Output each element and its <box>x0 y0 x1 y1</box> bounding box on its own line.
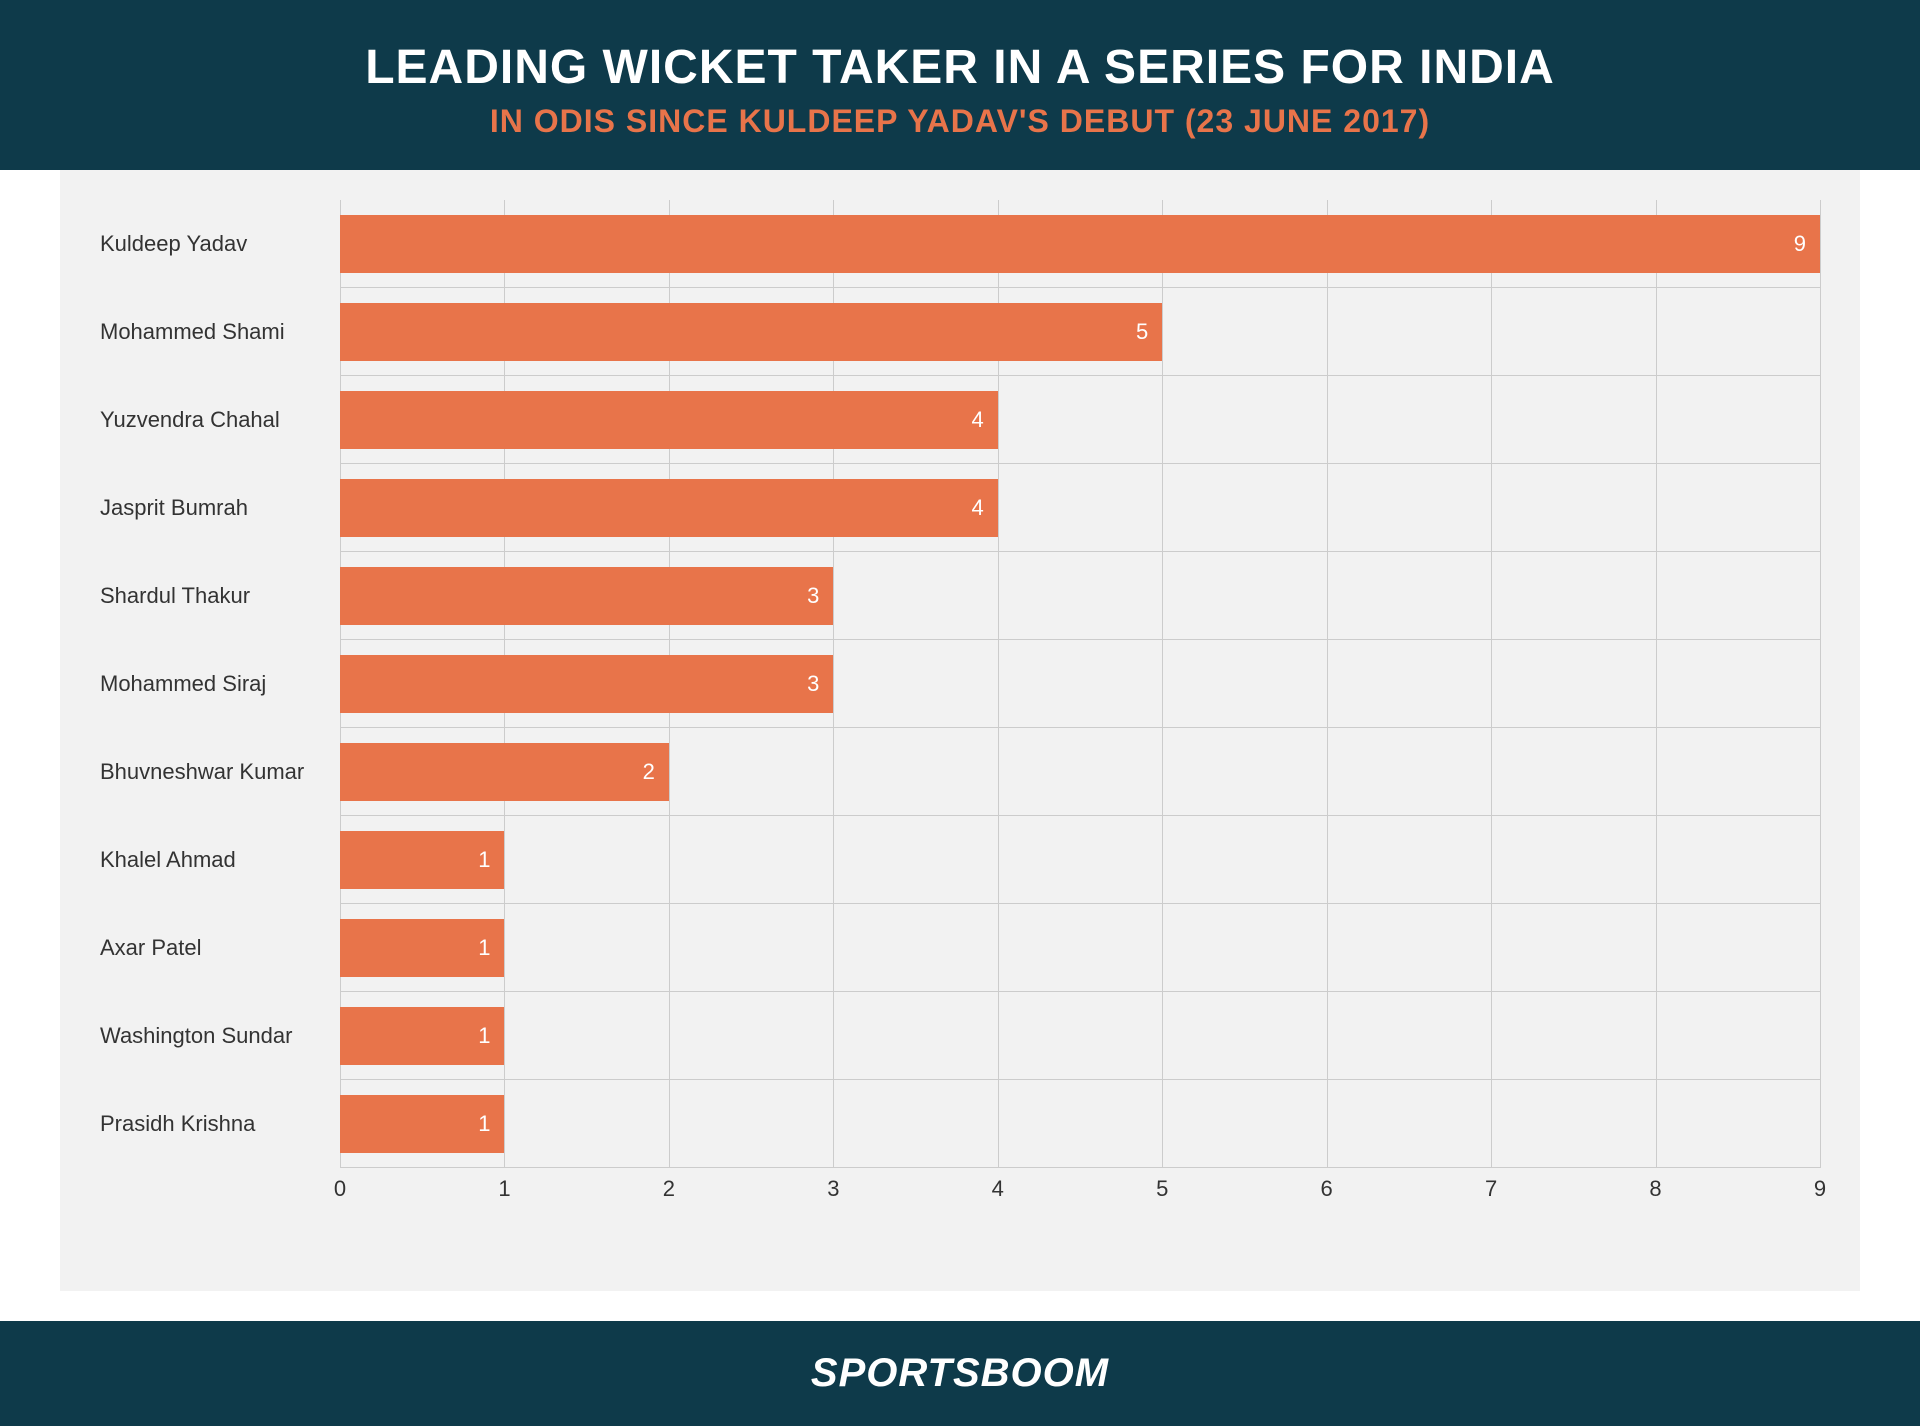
x-tick: 3 <box>827 1176 839 1202</box>
bar-fill: 3 <box>340 567 833 625</box>
bar-row: Jasprit Bumrah4 <box>100 464 1820 552</box>
chart-area: Kuldeep Yadav9Mohammed Shami5Yuzvendra C… <box>100 200 1820 1271</box>
x-tick: 0 <box>334 1176 346 1202</box>
player-label: Axar Patel <box>100 935 340 961</box>
gridline <box>1820 200 1821 1168</box>
chart-subtitle: IN ODIS SINCE KULDEEP YADAV'S DEBUT (23 … <box>60 103 1860 140</box>
bar-fill: 4 <box>340 479 998 537</box>
bar-fill: 3 <box>340 655 833 713</box>
bar-row: Mohammed Siraj3 <box>100 640 1820 728</box>
brand-logo: SPORTSBOOM <box>30 1351 1890 1396</box>
bar-row: Yuzvendra Chahal4 <box>100 376 1820 464</box>
bar-row: Prasidh Krishna1 <box>100 1080 1820 1168</box>
x-tick: 7 <box>1485 1176 1497 1202</box>
player-label: Mohammed Siraj <box>100 671 340 697</box>
bar-fill: 4 <box>340 391 998 449</box>
x-tick: 2 <box>663 1176 675 1202</box>
bar-track: 5 <box>340 288 1820 376</box>
player-label: Shardul Thakur <box>100 583 340 609</box>
x-axis: 0123456789 <box>340 1176 1820 1206</box>
player-label: Bhuvneshwar Kumar <box>100 759 340 785</box>
bar-track: 3 <box>340 640 1820 728</box>
bars-wrapper: Kuldeep Yadav9Mohammed Shami5Yuzvendra C… <box>100 200 1820 1168</box>
x-tick: 1 <box>498 1176 510 1202</box>
player-label: Washington Sundar <box>100 1023 340 1049</box>
bar-row: Washington Sundar1 <box>100 992 1820 1080</box>
bar-fill: 1 <box>340 919 504 977</box>
player-label: Jasprit Bumrah <box>100 495 340 521</box>
bar-track: 3 <box>340 552 1820 640</box>
bar-row: Mohammed Shami5 <box>100 288 1820 376</box>
row-divider <box>340 1167 1820 1168</box>
bar-track: 1 <box>340 816 1820 904</box>
x-tick: 5 <box>1156 1176 1168 1202</box>
chart-title: LEADING WICKET TAKER IN A SERIES FOR IND… <box>60 40 1860 95</box>
bar-row: Kuldeep Yadav9 <box>100 200 1820 288</box>
player-label: Prasidh Krishna <box>100 1111 340 1137</box>
x-tick: 6 <box>1321 1176 1333 1202</box>
bar-track: 1 <box>340 1080 1820 1168</box>
x-tick: 9 <box>1814 1176 1826 1202</box>
bar-track: 1 <box>340 992 1820 1080</box>
bar-track: 9 <box>340 200 1820 288</box>
bar-fill: 5 <box>340 303 1162 361</box>
bar-fill: 9 <box>340 215 1820 273</box>
bar-track: 4 <box>340 464 1820 552</box>
bar-row: Axar Patel1 <box>100 904 1820 992</box>
bar-row: Shardul Thakur3 <box>100 552 1820 640</box>
x-tick: 4 <box>992 1176 1004 1202</box>
chart-container: Kuldeep Yadav9Mohammed Shami5Yuzvendra C… <box>60 170 1860 1291</box>
bar-track: 4 <box>340 376 1820 464</box>
chart-header: LEADING WICKET TAKER IN A SERIES FOR IND… <box>0 0 1920 170</box>
player-label: Mohammed Shami <box>100 319 340 345</box>
chart-footer: SPORTSBOOM <box>0 1321 1920 1426</box>
bar-fill: 2 <box>340 743 669 801</box>
bar-track: 2 <box>340 728 1820 816</box>
bar-fill: 1 <box>340 1095 504 1153</box>
bar-fill: 1 <box>340 1007 504 1065</box>
player-label: Yuzvendra Chahal <box>100 407 340 433</box>
bar-track: 1 <box>340 904 1820 992</box>
bar-row: Khalel Ahmad1 <box>100 816 1820 904</box>
bar-row: Bhuvneshwar Kumar2 <box>100 728 1820 816</box>
x-tick: 8 <box>1649 1176 1661 1202</box>
player-label: Kuldeep Yadav <box>100 231 340 257</box>
bar-fill: 1 <box>340 831 504 889</box>
player-label: Khalel Ahmad <box>100 847 340 873</box>
